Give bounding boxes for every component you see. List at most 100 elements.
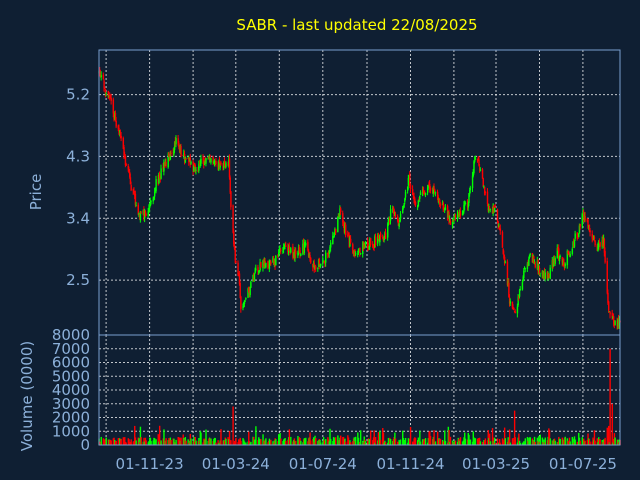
candle-body (398, 223, 400, 227)
volume-bar (197, 441, 199, 445)
candle-body (467, 204, 469, 208)
volume-bar (332, 441, 334, 445)
volume-bar (394, 432, 396, 445)
candle-body (416, 205, 419, 207)
volume-bar (310, 440, 312, 445)
candle-body (105, 92, 107, 94)
candle-body (307, 250, 310, 257)
volume-bar (333, 439, 335, 445)
candle-body (342, 223, 345, 225)
volume-bar (225, 438, 227, 445)
candle-body (182, 155, 184, 156)
candle-body (215, 160, 217, 165)
candle-body (603, 239, 606, 253)
volume-bar (456, 441, 459, 445)
volume-bar (297, 435, 299, 445)
volume-bar (412, 442, 415, 445)
candle-body (109, 97, 112, 99)
candle-body (218, 161, 220, 170)
candle-body (456, 213, 459, 219)
volume-bar (229, 440, 231, 445)
volume-bar (309, 432, 311, 445)
candle-body (477, 158, 479, 160)
candle-body (583, 215, 586, 220)
candle-body (347, 234, 350, 236)
volume-bar (203, 439, 206, 445)
volume-bar (362, 442, 365, 445)
candle-body (265, 262, 267, 268)
volume-bar (129, 441, 131, 445)
candle-body (118, 128, 120, 134)
volume-bar (232, 406, 234, 445)
volume-bar (486, 440, 489, 445)
volume-bar (484, 438, 487, 445)
volume-bar (503, 427, 506, 445)
candle-body (202, 157, 204, 161)
volume-bar (354, 436, 357, 445)
volume-bar (601, 439, 603, 445)
candle-body (139, 214, 141, 220)
candle-body (128, 170, 130, 173)
volume-bar (503, 439, 505, 445)
volume-bar (507, 437, 509, 445)
volume-bar (182, 434, 184, 445)
volume-bar (504, 438, 507, 445)
candle-body (344, 225, 346, 233)
candle-body (407, 178, 410, 186)
candle-body (168, 157, 171, 159)
volume-bar (474, 438, 477, 445)
volume-bar (178, 437, 181, 445)
candle-body (551, 260, 554, 269)
volume-bar (297, 439, 300, 445)
volume-bar (342, 436, 345, 445)
volume-bar (253, 439, 256, 445)
candle-body (542, 272, 544, 276)
volume-bar (219, 440, 221, 445)
volume-bar (488, 437, 490, 445)
volume-bar (128, 439, 130, 445)
volume-bar (190, 438, 192, 445)
candle-body (433, 186, 435, 190)
volume-bar (292, 441, 294, 445)
candle-body (424, 192, 426, 194)
volume-bar (103, 441, 105, 445)
candle-body (607, 292, 609, 303)
volume-bar (249, 442, 251, 445)
candle-body (382, 237, 384, 239)
candle-body (494, 206, 497, 208)
volume-bar (264, 439, 266, 445)
candle-body (488, 207, 491, 210)
candle-body (145, 214, 147, 216)
candle-body (348, 234, 350, 247)
candle-body (552, 259, 554, 268)
volume-bar (322, 441, 324, 445)
candle-body (259, 262, 261, 271)
volume-bar (349, 442, 352, 445)
candle-body (478, 166, 481, 170)
volume-bar (352, 438, 355, 445)
volume-bar (125, 442, 127, 445)
volume-bar (148, 441, 150, 445)
volume-bar (508, 429, 511, 445)
volume-bar (215, 442, 217, 445)
candle-body (414, 201, 417, 205)
candle-body (294, 250, 296, 259)
volume-bar (262, 434, 264, 445)
candle-body (557, 247, 559, 250)
candle-body (123, 147, 125, 156)
candle-body (312, 263, 315, 267)
volume-bar (213, 437, 216, 445)
candle-body (267, 261, 269, 268)
volume-bar (268, 438, 271, 445)
volume-bar (502, 441, 504, 445)
volume-bar (250, 441, 252, 445)
volume-bar (509, 442, 512, 445)
volume-bar (464, 438, 467, 445)
volume-bar (416, 440, 419, 445)
volume-bar (433, 430, 435, 445)
volume-bar (315, 437, 317, 445)
volume-bar (583, 441, 586, 445)
volume-bar (384, 442, 387, 445)
candle-body (604, 251, 606, 263)
volume-bar (397, 442, 400, 445)
